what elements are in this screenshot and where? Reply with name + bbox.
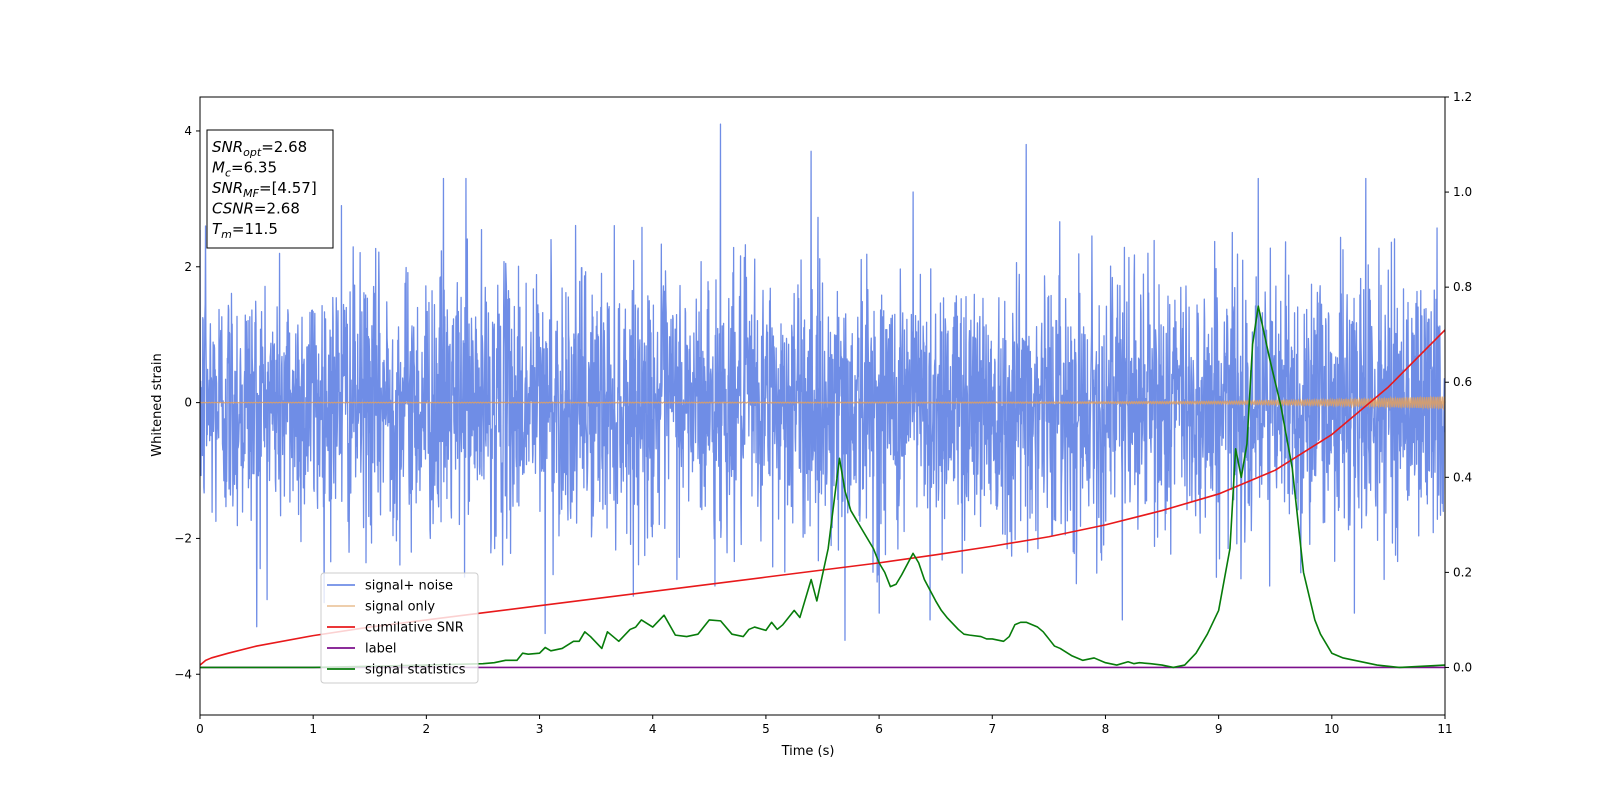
x-tick-label: 11 (1437, 722, 1452, 736)
x-axis-ticks: 0 1 2 3 4 5 6 7 8 9 10 11 (196, 715, 1453, 736)
x-tick-label: 10 (1324, 722, 1339, 736)
x-tick-label: 7 (988, 722, 996, 736)
legend-label: label (365, 642, 396, 657)
series-line-signal-noise (200, 123, 1445, 641)
y-axis-ticks: −4 −2 0 2 4 (174, 124, 200, 681)
x-tick-label: 3 (536, 722, 544, 736)
x-tick-label: 1 (309, 722, 317, 736)
x-tick-label: 8 (1102, 722, 1110, 736)
legend: signal+ noise signal only cumilative SNR la… (320, 572, 479, 684)
y-tick-label: 4 (184, 124, 192, 138)
series-line-signal-only (199, 395, 1446, 411)
legend-label: signal+ noise (365, 579, 453, 594)
legend-label: signal only (365, 600, 435, 615)
y2-tick-label: 0.4 (1453, 470, 1472, 484)
legend-label: signal statistics (365, 663, 466, 678)
y-tick-label: −2 (174, 531, 192, 545)
x-tick-label: 4 (649, 722, 657, 736)
x-tick-label: 6 (875, 722, 883, 736)
legend-label: cumilative SNR (365, 621, 464, 636)
annotation-box-frame (206, 129, 334, 249)
x-tick-label: 9 (1215, 722, 1223, 736)
x-tick-label: 5 (762, 722, 770, 736)
annotation-line: Mc=6.35 (212, 159, 277, 180)
y2-tick-label: 0.6 (1453, 375, 1472, 389)
annotation-line: CSNR=2.68 (212, 200, 300, 218)
y2-axis-ticks: 0.0 0.2 0.4 0.6 0.8 1.0 1.2 (1445, 90, 1472, 674)
legend-frame (320, 572, 479, 684)
x-tick-label: 2 (423, 722, 431, 736)
series-line-cumulative-snr (199, 329, 1446, 666)
x-axis-label: Time (s) (781, 744, 835, 759)
plot-frame (199, 96, 1446, 716)
y-tick-label: 2 (184, 260, 192, 274)
y2-tick-label: 0.2 (1453, 565, 1472, 579)
annotation-line: Tm=11.5 (212, 220, 278, 241)
y2-tick-label: 1.0 (1453, 185, 1472, 199)
y2-tick-label: 0.8 (1453, 280, 1472, 294)
y-tick-label: 0 (184, 396, 192, 410)
annotation-line: SNRopt=2.68 (212, 138, 307, 159)
y-tick-label: −4 (174, 667, 192, 681)
y2-tick-label: 1.2 (1453, 90, 1472, 104)
y-axis-label: Whitened strain (150, 353, 165, 456)
signal-only-series (199, 395, 1446, 411)
signal-noise-series (200, 123, 1445, 641)
axes-frame (199, 96, 1446, 716)
y2-tick-label: 0.0 (1453, 660, 1472, 674)
annotation-line: SNRMF=[4.57] (212, 179, 317, 200)
series-line-signal-statistics (200, 305, 1446, 669)
x-tick-label: 0 (196, 722, 204, 736)
